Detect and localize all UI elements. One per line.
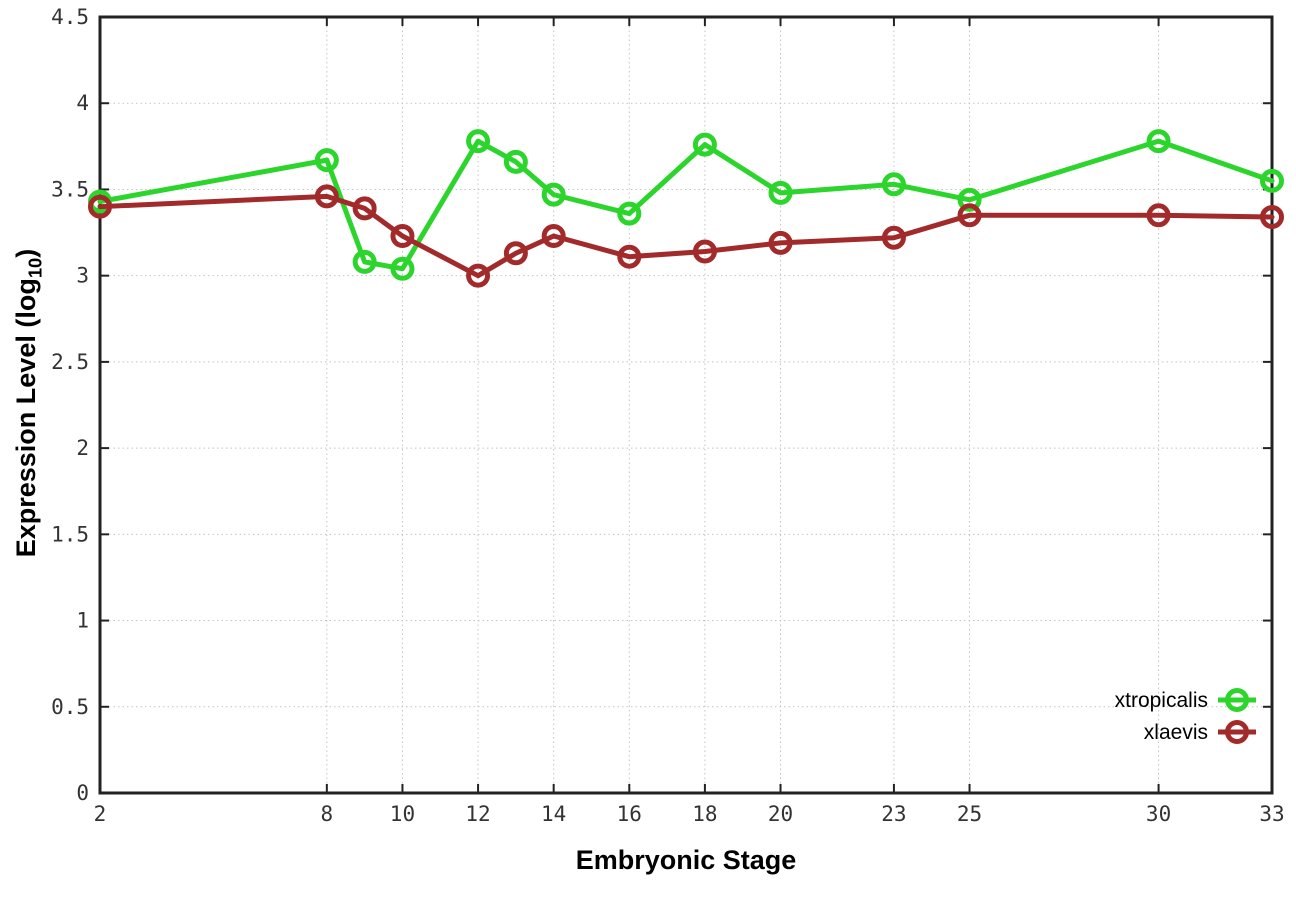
legend-label-xlaevis: xlaevis <box>1143 720 1208 744</box>
y-tick-label: 0 <box>76 781 89 805</box>
legend-marker-xlaevis-icon <box>1218 720 1256 744</box>
data-point-xlaevis <box>314 184 339 209</box>
data-point-xlaevis <box>881 225 906 250</box>
data-point-xtropicalis <box>957 187 982 212</box>
x-tick-label: 16 <box>617 802 642 826</box>
x-tick-label: 8 <box>321 802 334 826</box>
data-point-xlaevis <box>390 224 415 249</box>
x-tick-label: 12 <box>465 802 490 826</box>
y-tick-label: 2 <box>76 436 89 460</box>
y-tick-label: 0.5 <box>51 695 89 719</box>
data-point-xlaevis <box>503 241 528 266</box>
legend-marker-xtropicalis-icon <box>1218 688 1256 712</box>
data-point-xtropicalis <box>1260 168 1284 193</box>
legend-item-xlaevis: xlaevis <box>1115 716 1256 748</box>
data-point-xlaevis <box>768 230 793 255</box>
data-point-xtropicalis <box>768 180 793 205</box>
data-point-xlaevis <box>1146 203 1171 228</box>
data-point-xlaevis <box>352 196 377 221</box>
data-point-xlaevis <box>88 194 112 219</box>
data-point-xtropicalis <box>466 129 491 154</box>
legend-item-xtropicalis: xtropicalis <box>1115 684 1256 716</box>
x-axis-title: Embryonic Stage <box>575 845 797 875</box>
data-point-xtropicalis <box>1146 129 1171 154</box>
x-tick-label: 20 <box>768 802 793 826</box>
legend-sample-shape <box>1225 688 1249 712</box>
legend-sample-shape <box>1225 720 1249 744</box>
series-line-xtropicalis <box>97 138 1275 272</box>
y-tick-label: 2.5 <box>51 350 89 374</box>
data-point-xlaevis <box>466 263 491 288</box>
data-point-xtropicalis <box>881 172 906 197</box>
y-axis-title-close: ) <box>11 248 41 258</box>
data-point-xtropicalis <box>314 148 339 173</box>
y-tick-label: 4.5 <box>51 5 89 29</box>
x-tick-label: 10 <box>390 802 415 826</box>
y-tick-label: 3.5 <box>51 177 89 201</box>
data-point-xtropicalis <box>692 132 717 157</box>
y-tick-label: 4 <box>76 91 89 115</box>
legend: xtropicalis xlaevis <box>1115 684 1256 748</box>
y-axis-title-text: Expression Level (log <box>11 278 41 558</box>
data-point-xtropicalis <box>541 182 566 207</box>
data-point-xlaevis <box>957 203 982 228</box>
x-tick-label: 2 <box>94 802 107 826</box>
y-axis-title: Expression Level (log10) <box>11 188 45 618</box>
x-tick-label: 30 <box>1146 802 1171 826</box>
series-line-xlaevis <box>97 193 1275 279</box>
y-tick-label: 1.5 <box>51 522 89 546</box>
x-tick-label: 23 <box>881 802 906 826</box>
data-point-xlaevis <box>1260 205 1284 230</box>
data-point-xtropicalis <box>503 149 528 174</box>
data-point-xlaevis <box>617 244 642 269</box>
y-axis-title-subscript: 10 <box>24 257 46 279</box>
y-tick-label: 1 <box>76 609 89 633</box>
plot-border <box>98 15 1274 795</box>
legend-label-xtropicalis: xtropicalis <box>1114 688 1208 712</box>
x-tick-label: 18 <box>692 802 717 826</box>
data-point-xtropicalis <box>390 256 415 281</box>
x-tick-label: 33 <box>1259 802 1284 826</box>
x-tick-label: 14 <box>541 802 566 826</box>
y-tick-label: 3 <box>76 264 89 288</box>
data-point-xtropicalis <box>617 201 642 226</box>
data-point-xlaevis <box>541 224 566 249</box>
data-point-xlaevis <box>692 239 717 264</box>
data-point-xtropicalis <box>352 249 377 274</box>
x-tick-label: 25 <box>957 802 982 826</box>
